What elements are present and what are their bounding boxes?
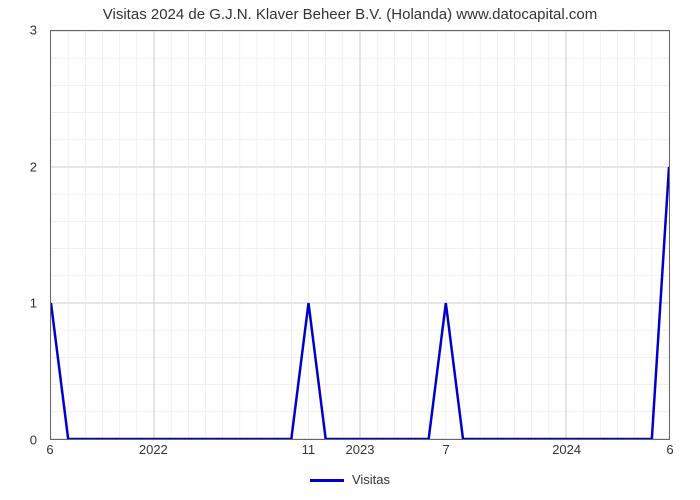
chart-container: Visitas 2024 de G.J.N. Klaver Beheer B.V… xyxy=(0,0,700,500)
x-axis: 2022 2023 2024 xyxy=(50,442,670,460)
callout-label: 6 xyxy=(46,442,53,457)
callout-label: 6 xyxy=(666,442,673,457)
callout-label: 11 xyxy=(302,442,316,457)
legend: Visitas xyxy=(0,472,700,487)
x-tick-label: 2024 xyxy=(552,442,581,457)
x-tick-label: 2023 xyxy=(346,442,375,457)
y-tick-label: 0 xyxy=(30,433,37,448)
callout-label: 7 xyxy=(442,442,449,457)
chart-svg xyxy=(51,31,669,439)
plot-area xyxy=(50,30,670,440)
y-tick-label: 1 xyxy=(30,296,37,311)
legend-swatch xyxy=(310,479,344,482)
legend-label: Visitas xyxy=(352,472,390,487)
x-tick-label: 2022 xyxy=(139,442,168,457)
y-tick-label: 2 xyxy=(30,159,37,174)
y-tick-label: 3 xyxy=(30,23,37,38)
chart-title: Visitas 2024 de G.J.N. Klaver Beheer B.V… xyxy=(0,6,700,23)
y-axis: 0123 xyxy=(0,30,45,440)
